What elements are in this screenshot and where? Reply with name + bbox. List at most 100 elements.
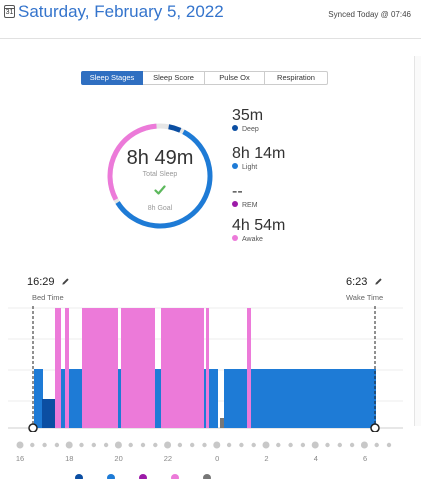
bed-time-block: 16:29 Bed Time <box>27 272 70 302</box>
legend-awake <box>171 474 183 479</box>
stat-awake-value: 4h 54m <box>232 217 286 234</box>
legend-deep <box>75 474 87 479</box>
calendar-icon[interactable]: 31 <box>4 5 15 18</box>
hypnogram-legend <box>75 474 235 479</box>
stat-deep: 35m Deep <box>232 107 263 135</box>
ring-deep-segment <box>168 124 182 133</box>
awake-dot-icon <box>232 235 238 241</box>
axis-dot <box>337 442 342 448</box>
legend-unmeasurable-dot-icon <box>203 474 211 479</box>
legend-rem <box>139 474 151 479</box>
total-sleep-label: Total Sleep <box>142 171 178 178</box>
axis-dot <box>311 441 319 449</box>
legend-deep-dot-icon <box>75 474 83 479</box>
axis-dot <box>79 442 84 448</box>
stat-awake: 4h 54m Awake <box>232 217 285 245</box>
x-tick-label: 0 <box>215 454 220 463</box>
ring-awake-segment <box>107 123 157 201</box>
hypnogram-awake-bar <box>206 308 209 428</box>
axis-dot <box>42 442 47 448</box>
hypnogram-awake-bar <box>161 308 204 428</box>
sleep-goal-label: 8h Goal <box>147 205 173 212</box>
axis-dot <box>177 442 183 448</box>
axis-dot <box>202 442 207 448</box>
legend-light-dot-icon <box>107 474 115 479</box>
stat-deep-label: Deep <box>242 126 259 133</box>
stat-light-label: Light <box>242 164 258 171</box>
header: 31 Saturday, February 5, 2022 Synced Tod… <box>0 0 421 30</box>
hypnogram-awake-bar <box>247 308 251 428</box>
axis-dot <box>288 442 293 448</box>
total-sleep-value: 8h 49m <box>126 147 194 169</box>
axis-dot <box>374 442 379 448</box>
stat-light: 8h 14m Light <box>232 145 285 173</box>
hypnogram-deep-bar <box>42 399 56 428</box>
rem-dot-icon <box>232 201 238 207</box>
wake-time-marker-handle[interactable] <box>370 423 380 432</box>
axis-dot <box>128 442 133 448</box>
hypnogram-awake-bar <box>55 308 61 428</box>
hypnogram-light-bar <box>34 369 43 428</box>
axis-dot <box>276 442 281 448</box>
axis-dot <box>300 442 306 448</box>
legend-awake-dot-icon <box>171 474 179 479</box>
axis-dot <box>349 442 355 448</box>
axis-dot <box>30 442 35 448</box>
goal-check-icon <box>154 185 166 195</box>
bed-time-label: Bed Time <box>32 293 64 302</box>
wake-time-value[interactable]: 6:23 <box>346 276 368 288</box>
legend-unmeasurable <box>203 474 215 479</box>
legend-light <box>107 474 119 479</box>
axis-dot <box>213 441 221 449</box>
stat-rem-value: -- <box>232 183 243 200</box>
axis-dot <box>360 441 368 449</box>
hypnogram-axis[interactable] <box>8 440 403 460</box>
axis-dot <box>153 442 158 448</box>
tab-pulse-ox[interactable]: Pulse Ox <box>205 71 265 85</box>
scrollbar[interactable] <box>414 56 421 426</box>
axis-dot <box>164 441 172 449</box>
axis-dot <box>103 442 109 448</box>
axis-dot <box>91 442 97 448</box>
tab-sleep-stages[interactable]: Sleep Stages <box>81 71 143 85</box>
hypnogram-light-bar <box>224 369 376 428</box>
tab-sleep-score[interactable]: Sleep Score <box>143 71 205 85</box>
stat-deep-value: 35m <box>232 107 264 124</box>
wake-time-label: Wake Time <box>346 293 384 302</box>
x-tick-label: 18 <box>65 454 74 463</box>
date-title[interactable]: Saturday, February 5, 2022 <box>18 2 224 21</box>
stat-rem: -- REM <box>232 183 258 211</box>
bed-time-marker-handle[interactable] <box>28 423 38 432</box>
axis-dot <box>251 442 256 448</box>
view-tabs: Sleep Stages Sleep Score Pulse Ox Respir… <box>81 71 328 86</box>
sleep-ring-chart <box>107 123 213 229</box>
x-tick-label: 6 <box>363 454 368 463</box>
x-tick-label: 2 <box>264 454 269 463</box>
calendar-day: 31 <box>5 9 14 16</box>
stat-awake-label: Awake <box>242 236 263 243</box>
axis-dot <box>140 442 146 448</box>
tab-respiration[interactable]: Respiration <box>265 71 328 85</box>
header-divider <box>0 38 421 39</box>
stat-rem-label: REM <box>242 202 258 209</box>
hypnogram-chart <box>8 306 403 432</box>
x-tick-label: 20 <box>114 454 123 463</box>
wake-time-block: 6:23 Wake Time <box>346 272 383 302</box>
ring-light-segment <box>115 129 213 229</box>
hypnogram-unmeasurable-bar <box>220 418 224 428</box>
axis-dot <box>226 442 232 448</box>
x-tick-label: 4 <box>313 454 318 463</box>
axis-dot <box>239 442 244 448</box>
hypnogram-awake-bar <box>121 308 155 428</box>
axis-dot <box>16 441 24 449</box>
sync-status: Synced Today @ 07:46 <box>328 10 411 19</box>
legend-rem-dot-icon <box>139 474 147 479</box>
edit-bed-time-icon[interactable] <box>61 277 70 286</box>
deep-dot-icon <box>232 125 238 131</box>
axis-dot <box>65 441 73 449</box>
axis-dot <box>262 441 270 449</box>
axis-dot <box>325 442 330 448</box>
bed-time-value[interactable]: 16:29 <box>27 276 55 288</box>
edit-wake-time-icon[interactable] <box>374 277 383 286</box>
axis-dot <box>54 442 60 448</box>
